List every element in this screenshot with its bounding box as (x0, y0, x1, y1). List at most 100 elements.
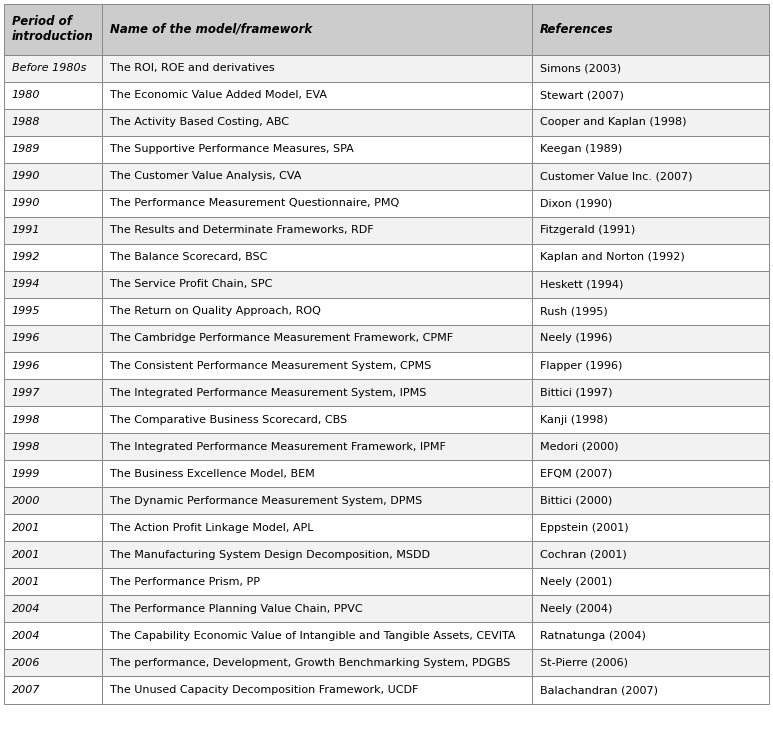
Text: 2001: 2001 (12, 577, 40, 587)
Text: The Comparative Business Scorecard, CBS: The Comparative Business Scorecard, CBS (111, 415, 347, 424)
Text: The Balance Scorecard, BSC: The Balance Scorecard, BSC (111, 252, 267, 262)
Text: 1992: 1992 (12, 252, 40, 262)
Bar (533, 136, 769, 163)
Text: The Customer Value Analysis, CVA: The Customer Value Analysis, CVA (111, 171, 301, 182)
Text: Fitzgerald (1991): Fitzgerald (1991) (540, 226, 635, 235)
Bar (103, 595, 533, 622)
Text: 1996: 1996 (12, 361, 40, 371)
Text: Balachandran (2007): Balachandran (2007) (540, 685, 658, 695)
Bar (103, 487, 533, 514)
Text: 1995: 1995 (12, 306, 40, 317)
Text: 1980: 1980 (12, 90, 40, 100)
Bar (4, 677, 103, 704)
Text: 2001: 2001 (12, 523, 40, 533)
Bar (533, 595, 769, 622)
Bar (4, 298, 103, 325)
Bar (103, 271, 533, 298)
Text: 2000: 2000 (12, 496, 40, 506)
Bar (533, 460, 769, 487)
Bar (103, 568, 533, 595)
Bar (4, 406, 103, 433)
Bar (4, 163, 103, 190)
Text: 2001: 2001 (12, 550, 40, 560)
Bar (4, 244, 103, 271)
Text: The Integrated Performance Measurement Framework, IPMF: The Integrated Performance Measurement F… (111, 441, 446, 452)
Text: 1996: 1996 (12, 333, 40, 344)
Text: EFQM (2007): EFQM (2007) (540, 468, 612, 479)
Bar (103, 81, 533, 108)
Bar (533, 379, 769, 406)
Bar (533, 81, 769, 108)
Bar (533, 649, 769, 677)
Text: 1999: 1999 (12, 468, 40, 479)
Bar (533, 190, 769, 217)
Bar (533, 406, 769, 433)
Bar (533, 244, 769, 271)
Text: The Capability Economic Value of Intangible and Tangible Assets, CEVITA: The Capability Economic Value of Intangi… (111, 631, 516, 641)
Bar (103, 352, 533, 379)
Text: The Unused Capacity Decomposition Framework, UCDF: The Unused Capacity Decomposition Framew… (111, 685, 419, 695)
Bar (533, 542, 769, 568)
Text: 1990: 1990 (12, 171, 40, 182)
Bar (103, 433, 533, 460)
Bar (103, 190, 533, 217)
Text: The Action Profit Linkage Model, APL: The Action Profit Linkage Model, APL (111, 523, 314, 533)
Bar (103, 379, 533, 406)
Bar (103, 4, 533, 55)
Text: Bittici (2000): Bittici (2000) (540, 496, 612, 506)
Bar (103, 217, 533, 244)
Text: References: References (540, 22, 614, 36)
Bar (533, 568, 769, 595)
Text: Kaplan and Norton (1992): Kaplan and Norton (1992) (540, 252, 685, 262)
Text: Eppstein (2001): Eppstein (2001) (540, 523, 628, 533)
Text: 1994: 1994 (12, 279, 40, 289)
Bar (4, 81, 103, 108)
Bar (4, 217, 103, 244)
Text: 2007: 2007 (12, 685, 40, 695)
Text: The Integrated Performance Measurement System, IPMS: The Integrated Performance Measurement S… (111, 388, 427, 397)
Bar (103, 55, 533, 81)
Bar (533, 55, 769, 81)
Bar (533, 514, 769, 542)
Text: Keegan (1989): Keegan (1989) (540, 144, 622, 154)
Text: 1990: 1990 (12, 198, 40, 208)
Bar (4, 622, 103, 649)
Bar (4, 542, 103, 568)
Bar (4, 514, 103, 542)
Text: Simons (2003): Simons (2003) (540, 63, 621, 73)
Bar (103, 514, 533, 542)
Text: 1991: 1991 (12, 226, 40, 235)
Bar (533, 433, 769, 460)
Bar (533, 352, 769, 379)
Bar (103, 136, 533, 163)
Text: 1988: 1988 (12, 117, 40, 127)
Text: Neely (2001): Neely (2001) (540, 577, 612, 587)
Bar (4, 190, 103, 217)
Bar (103, 244, 533, 271)
Bar (103, 542, 533, 568)
Text: 1998: 1998 (12, 415, 40, 424)
Text: Period of
introduction: Period of introduction (12, 15, 94, 43)
Bar (4, 433, 103, 460)
Bar (533, 163, 769, 190)
Bar (533, 298, 769, 325)
Bar (4, 55, 103, 81)
Text: The Performance Prism, PP: The Performance Prism, PP (111, 577, 261, 587)
Text: The Service Profit Chain, SPC: The Service Profit Chain, SPC (111, 279, 273, 289)
Bar (4, 595, 103, 622)
Text: Neely (2004): Neely (2004) (540, 604, 612, 614)
Text: Neely (1996): Neely (1996) (540, 333, 612, 344)
Text: The performance, Development, Growth Benchmarking System, PDGBS: The performance, Development, Growth Ben… (111, 658, 510, 668)
Bar (4, 487, 103, 514)
Bar (533, 487, 769, 514)
Bar (103, 298, 533, 325)
Bar (4, 460, 103, 487)
Text: 2004: 2004 (12, 631, 40, 641)
Text: 1998: 1998 (12, 441, 40, 452)
Bar (103, 108, 533, 136)
Text: Stewart (2007): Stewart (2007) (540, 90, 624, 100)
Text: St-Pierre (2006): St-Pierre (2006) (540, 658, 628, 668)
Bar (103, 677, 533, 704)
Bar (4, 649, 103, 677)
Bar (533, 4, 769, 55)
